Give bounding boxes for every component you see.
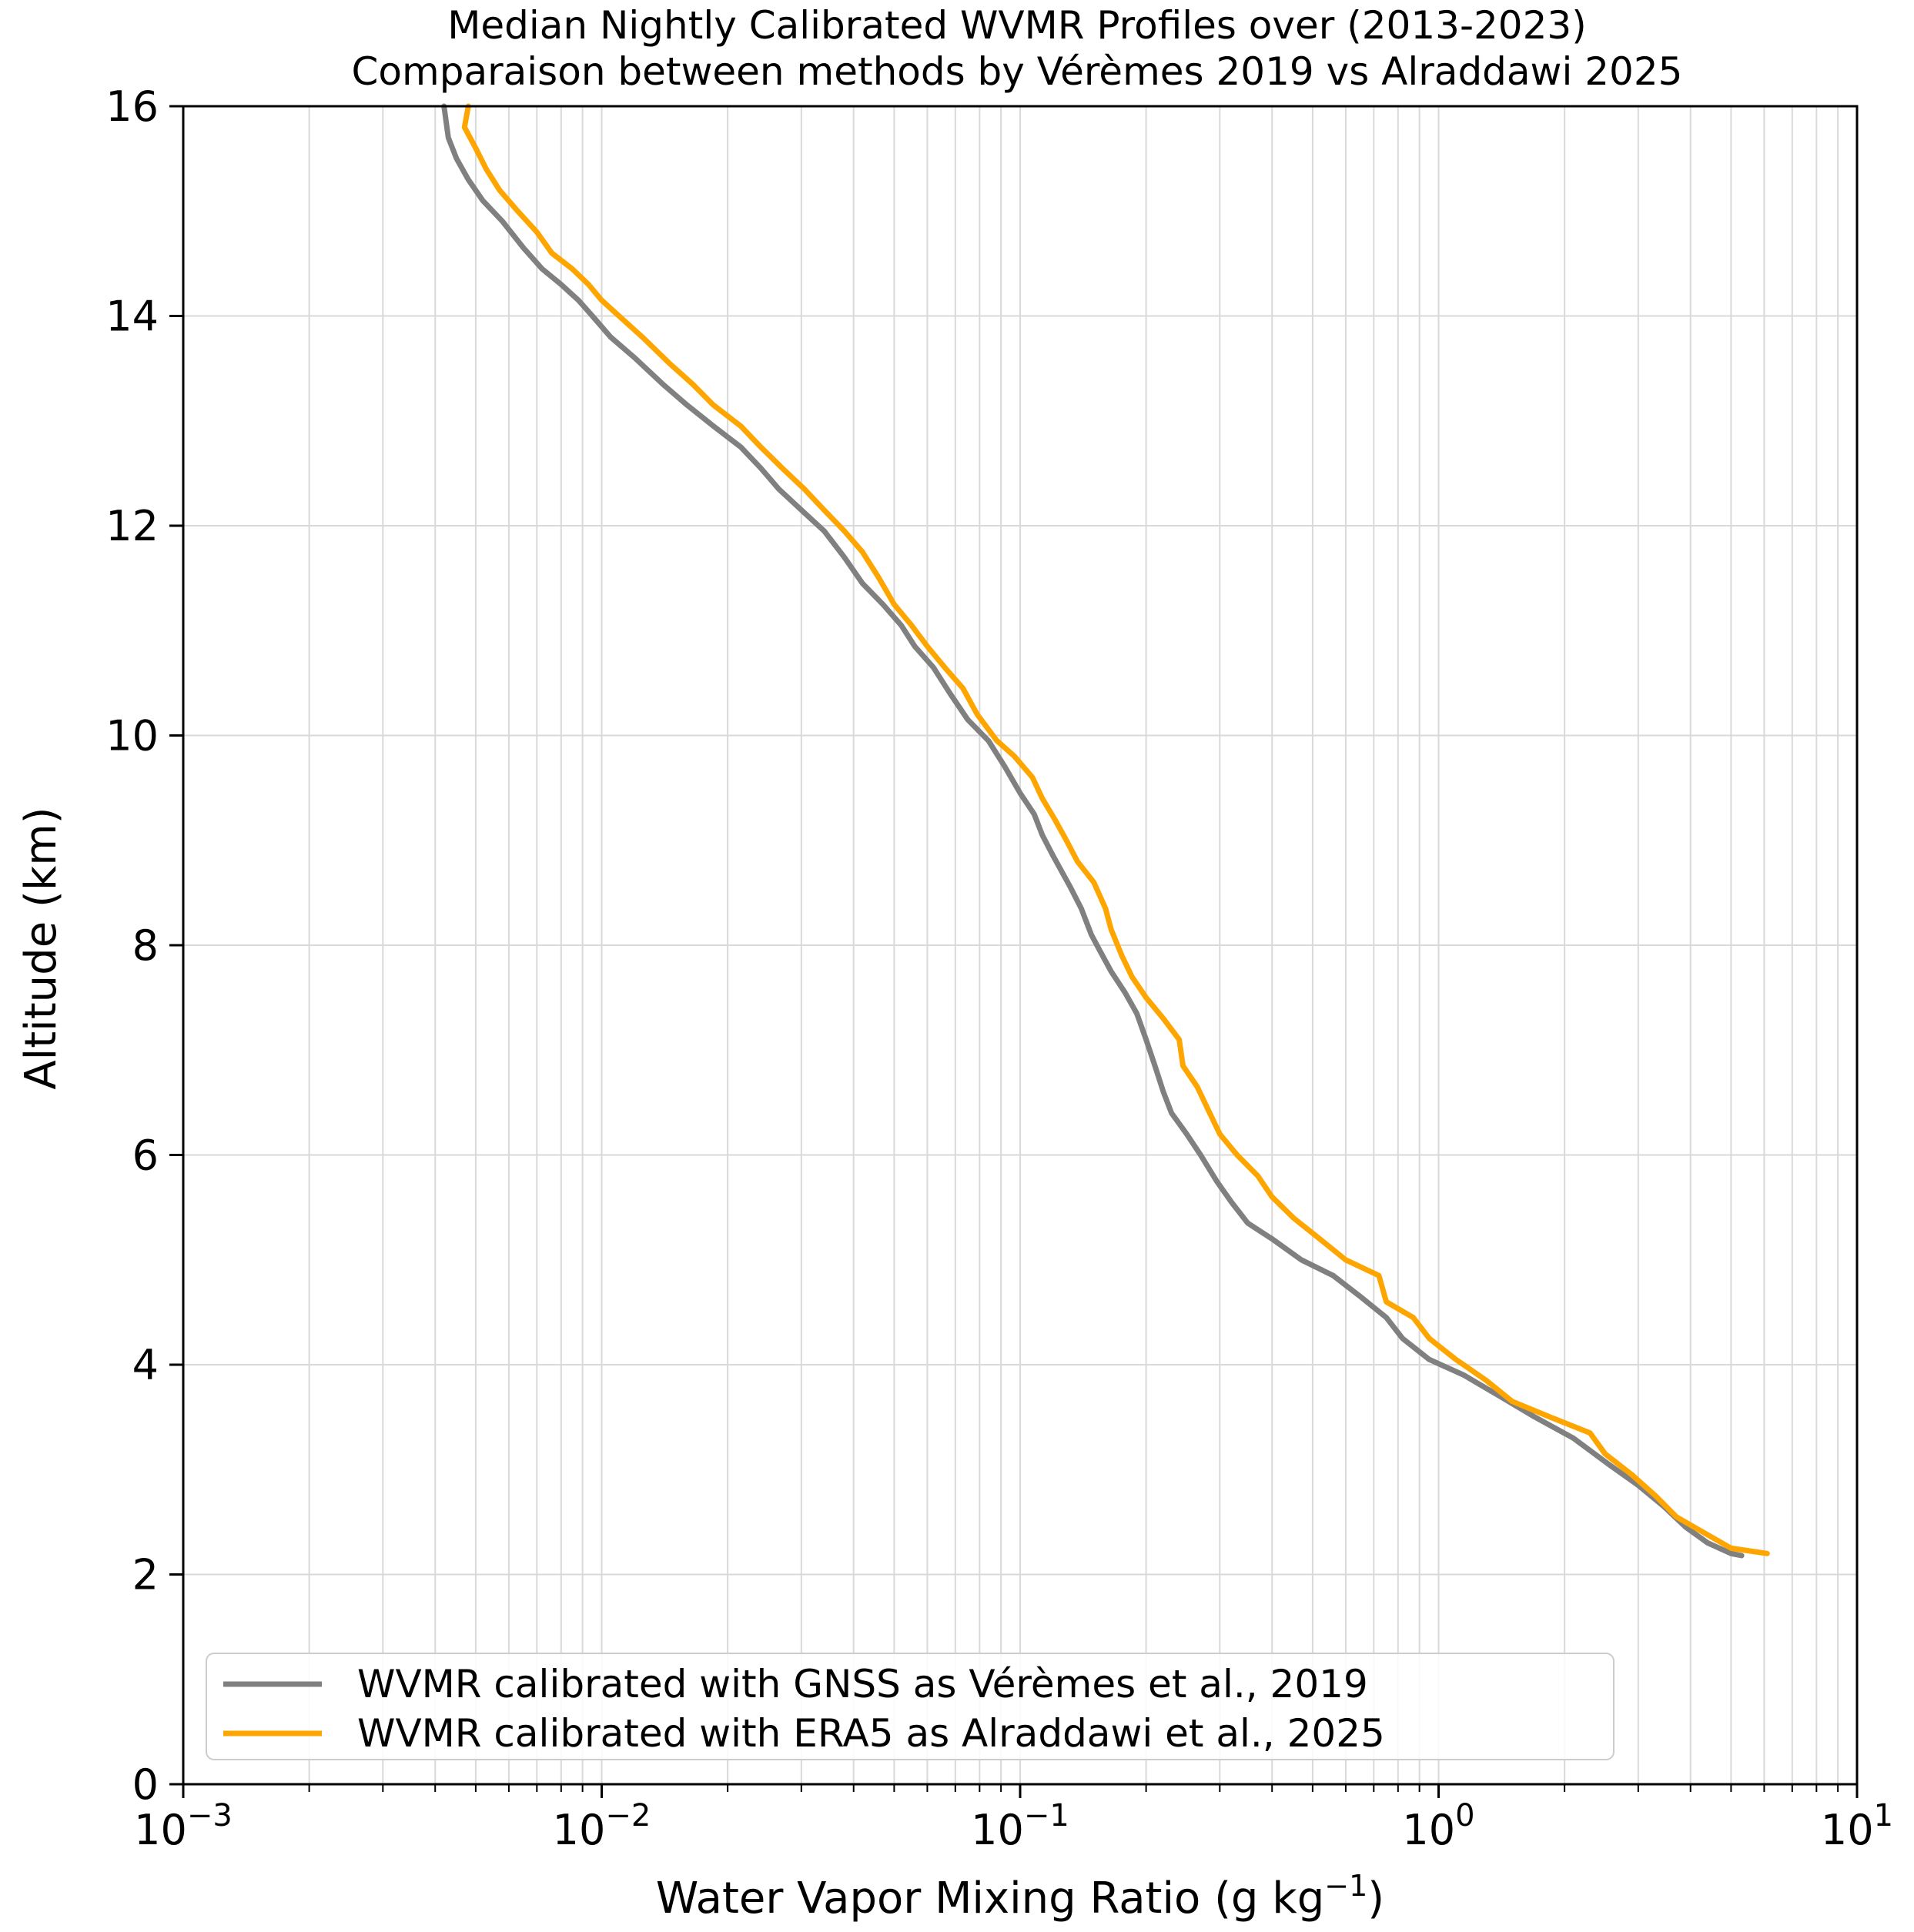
x-axis-label-exponent: −1 [1324, 1869, 1367, 1903]
plot-frame [182, 105, 1859, 1786]
chart-title: Median Nightly Calibrated WVMR Profiles … [447, 3, 1587, 48]
y-tick-label: 10 [105, 712, 159, 760]
x-tick-label: 10−1 [971, 1798, 1069, 1854]
x-tick-label: 10−2 [553, 1798, 651, 1854]
x-tick-label-exponent: −2 [605, 1798, 651, 1833]
legend: WVMR calibrated with GNSS as Vérèmes et … [206, 1653, 1615, 1760]
x-tick-label: 101 [1821, 1798, 1893, 1854]
y-tick-label: 16 [105, 82, 159, 131]
legend-label-era5: WVMR calibrated with ERA5 as Alraddawi e… [357, 1711, 1385, 1756]
x-tick-label: 10−3 [134, 1798, 233, 1854]
y-tick-label: 0 [132, 1760, 159, 1809]
x-tick-label-base: 10 [1821, 1806, 1874, 1854]
x-tick-label-exponent: −3 [187, 1798, 233, 1833]
y-tick-label: 2 [132, 1551, 159, 1599]
x-tick-label-base: 10 [134, 1806, 187, 1854]
y-tick-label: 4 [132, 1341, 159, 1389]
y-tick-label: 12 [105, 502, 159, 550]
x-tick-label-base: 10 [971, 1806, 1024, 1854]
x-axis-label: Water Vapor Mixing Ratio (g kg−1) [656, 1869, 1384, 1924]
x-axis-label-main: Water Vapor Mixing Ratio (g kg [656, 1874, 1324, 1924]
series-layer [441, 103, 1770, 1559]
x-tick-label-base: 10 [1402, 1806, 1455, 1854]
x-tick-label-exponent: 1 [1874, 1798, 1893, 1833]
y-axis-label: Altitude (km) [16, 807, 66, 1089]
x-axis-label-suffix: ) [1367, 1874, 1384, 1924]
x-tick-label-exponent: 0 [1455, 1798, 1474, 1833]
y-tick-label: 14 [105, 292, 159, 341]
series-line-gnss [441, 103, 1745, 1559]
chart-subtitle: Comparaison between methods by Vérèmes 2… [352, 49, 1683, 94]
legend-box [206, 1653, 1615, 1760]
series-line-era5 [461, 103, 1770, 1556]
x-tick-label-exponent: −1 [1024, 1798, 1069, 1833]
grid-layer [182, 105, 1857, 1785]
legend-label-gnss: WVMR calibrated with GNSS as Vérèmes et … [357, 1662, 1368, 1706]
y-tick-label: 8 [132, 921, 159, 970]
x-tick-label-base: 10 [553, 1806, 606, 1854]
y-tick-label: 6 [132, 1131, 159, 1180]
x-tick-label: 100 [1402, 1798, 1474, 1854]
